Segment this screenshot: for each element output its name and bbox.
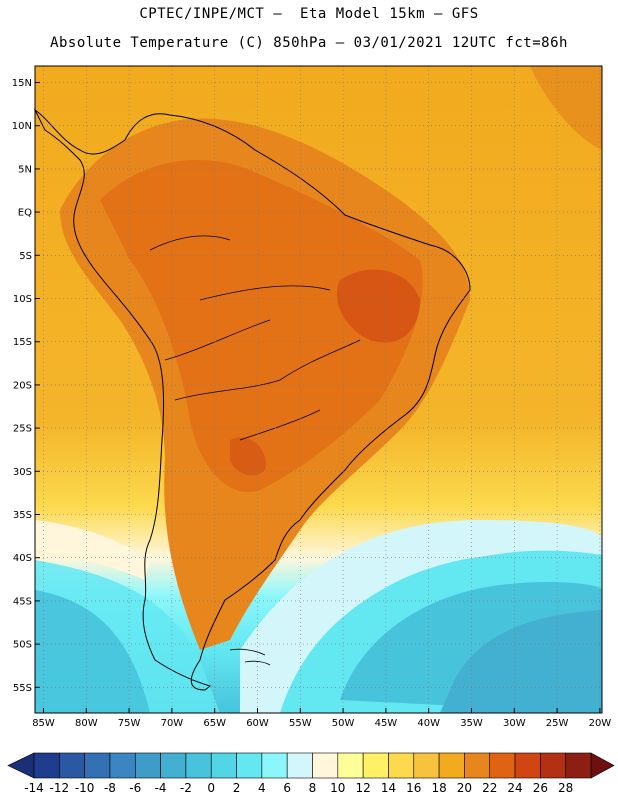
colorbar-label: 28: [558, 781, 573, 795]
colorbar-label: 18: [431, 781, 446, 795]
lat-tick-label: 30S: [13, 467, 32, 478]
longitude-axis: 85W 80W 75W 70W 65W 60W 55W 50W 45W 40W 35W 30W 25W 2…: [32, 708, 611, 729]
colorbar-swatch: [33, 752, 60, 779]
lon-tick-label: 60W: [246, 718, 269, 729]
lon-tick-label: 80W: [75, 718, 98, 729]
colorbar-label: -6: [129, 781, 141, 795]
colorbar-label: -10: [75, 781, 95, 795]
lat-tick-label: 50S: [13, 640, 32, 651]
lon-tick-label: 65W: [203, 718, 226, 729]
lat-tick-label: 40S: [13, 553, 32, 564]
lon-tick-label: 35W: [460, 718, 483, 729]
colorbar-label: 12: [355, 781, 370, 795]
colorbar-swatch: [413, 752, 440, 779]
title-line-1: CPTEC/INPE/MCT – Eta Model 15km – GFS: [139, 6, 479, 22]
colorbar-over-triangle: [590, 752, 615, 779]
colorbar-swatch: [438, 752, 465, 779]
colorbar-under-triangle: [7, 752, 35, 779]
colorbar-swatch: [540, 752, 566, 779]
colorbar-swatch: [489, 752, 516, 779]
colorbar-swatch: [236, 752, 263, 779]
temperature-field: [35, 66, 602, 713]
colorbar-swatch: [362, 752, 389, 779]
colorbar-label: 4: [258, 781, 266, 795]
lon-tick-label: 45W: [375, 718, 398, 729]
lat-tick-label: EQ: [18, 208, 32, 219]
colorbar-label: 6: [283, 781, 291, 795]
colorbar-swatch: [261, 752, 288, 779]
colorbar-swatch: [59, 752, 85, 779]
lat-tick-label: 15S: [13, 337, 32, 348]
lon-tick-label: 20W: [589, 718, 612, 729]
lat-tick-label: 20S: [13, 380, 32, 391]
colorbar-swatch: [337, 752, 364, 779]
colorbar-swatch: [464, 752, 491, 779]
lat-tick-label: 10N: [12, 121, 32, 132]
lon-tick-label: 40W: [417, 718, 440, 729]
colorbar-label: 22: [482, 781, 497, 795]
lat-tick-label: 25S: [13, 424, 32, 435]
colorbar-swatch: [134, 752, 161, 779]
colorbar-label: 14: [381, 781, 396, 795]
colorbar-label: -12: [50, 781, 70, 795]
latitude-axis: 15N 10N 5N EQ 5S 10S 15S 20S 25S 30S 35S 40S 45S 50S 5…: [12, 78, 40, 694]
graticule: [35, 66, 602, 713]
colorbar-label: 16: [406, 781, 421, 795]
lat-tick-label: 35S: [13, 510, 32, 521]
lon-tick-label: 25W: [546, 718, 569, 729]
colorbar-label: 0: [207, 781, 215, 795]
colorbar-label: 24: [507, 781, 522, 795]
colorbar-label: -8: [104, 781, 116, 795]
colorbar-swatch: [388, 752, 415, 779]
colorbar-swatch: [109, 752, 136, 779]
colorbar-label: -2: [180, 781, 192, 795]
colorbar-label: 2: [233, 781, 241, 795]
colorbar-swatch: [160, 752, 187, 779]
lon-tick-label: 30W: [503, 718, 526, 729]
colorbar-label: -14: [24, 781, 44, 795]
colorbar-swatch: [185, 752, 212, 779]
lat-tick-label: 10S: [13, 294, 32, 305]
colorbar: -14 -12 -10 -8 -6 -4 -2 0 2 4 6 8 10 12 14 16 18 20 22 24 26…: [7, 752, 615, 795]
colorbar-label: -4: [155, 781, 167, 795]
colorbar-swatch: [565, 752, 592, 779]
lon-tick-label: 85W: [32, 718, 55, 729]
lon-tick-label: 50W: [332, 718, 355, 729]
lat-tick-label: 5N: [18, 164, 32, 175]
colorbar-label: 26: [533, 781, 548, 795]
colorbar-swatch: [84, 752, 111, 779]
colorbar-label: 10: [330, 781, 345, 795]
colorbar-swatch: [514, 752, 541, 779]
colorbar-swatch: [210, 752, 237, 779]
colorbar-swatch: [286, 752, 313, 779]
colorbar-swatch: [312, 752, 339, 779]
lat-tick-label: 15N: [12, 78, 32, 89]
lon-tick-label: 70W: [161, 718, 184, 729]
lon-tick-label: 75W: [118, 718, 141, 729]
coastline: [33, 108, 471, 691]
lon-tick-label: 55W: [289, 718, 312, 729]
lat-tick-label: 5S: [19, 251, 32, 262]
title-line-2: Absolute Temperature (C) 850hPa – 03/01/…: [50, 35, 568, 51]
colorbar-label: 20: [457, 781, 472, 795]
colorbar-label: 8: [309, 781, 317, 795]
lat-tick-label: 55S: [13, 683, 32, 694]
lat-tick-label: 45S: [13, 596, 32, 607]
plot-frame: [34, 65, 603, 714]
